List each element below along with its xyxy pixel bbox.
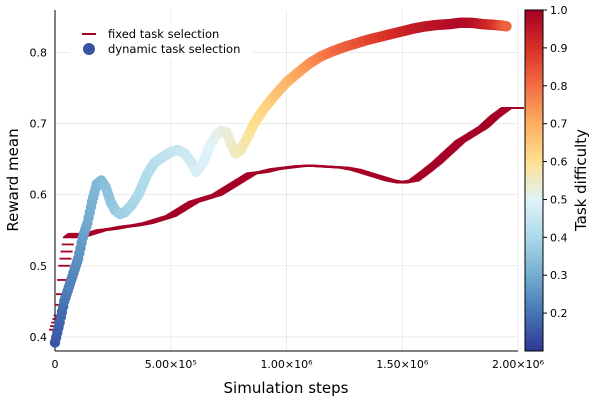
x-axis-title: Simulation steps xyxy=(224,379,349,397)
y-tick-label: 0.5 xyxy=(30,260,48,273)
y-tick-label: 0.6 xyxy=(30,189,48,202)
legend-label-dynamic: dynamic task selection xyxy=(108,42,240,56)
legend: fixed task selection dynamic task select… xyxy=(70,22,252,60)
x-tick-label: 0 xyxy=(52,358,59,371)
legend-label-fixed: fixed task selection xyxy=(108,27,219,41)
colorbar-tick-label: 0.8 xyxy=(550,80,568,93)
colorbar-gradient xyxy=(525,10,543,351)
y-axis-title: Reward mean xyxy=(4,128,22,231)
colorbar-title: Task difficulty xyxy=(572,129,590,232)
colorbar-frame xyxy=(524,9,544,352)
axes xyxy=(54,10,518,352)
y-tick-label: 0.8 xyxy=(30,47,48,60)
colorbar-tick-label: 1.0 xyxy=(550,4,568,17)
colorbar-tick-label: 0.7 xyxy=(550,118,568,131)
x-tick-label: 1.00×10⁶ xyxy=(260,358,313,371)
y-tick-labels: 0.4 0.5 0.6 0.7 0.8 xyxy=(30,47,48,344)
colorbar: 0.2 0.3 0.4 0.5 0.6 0.7 0.8 0.9 1.0 Task difficu… xyxy=(524,4,590,352)
x-tick-labels: 0 5.00×10⁵ 1.00×10⁶ 1.50×10⁶ 2.00×10⁶ xyxy=(52,358,545,371)
colorbar-tick-label: 0.2 xyxy=(550,307,568,320)
colorbar-tick-label: 0.4 xyxy=(550,231,568,244)
colorbar-tick-labels: 0.2 0.3 0.4 0.5 0.6 0.7 0.8 0.9 1.0 xyxy=(543,4,568,320)
colorbar-tick-label: 0.9 xyxy=(550,42,568,55)
legend-box xyxy=(70,22,252,60)
colorbar-tick-label: 0.6 xyxy=(550,156,568,169)
grid-lines xyxy=(54,10,519,351)
y-tick-label: 0.4 xyxy=(30,331,48,344)
colorbar-tick-label: 0.3 xyxy=(550,269,568,282)
legend-marker-dynamic xyxy=(83,43,95,55)
x-tick-label: 2.00×10⁶ xyxy=(492,358,545,371)
dynamic-point xyxy=(501,21,512,32)
x-tick-label: 5.00×10⁵ xyxy=(145,358,197,371)
x-tick-label: 1.50×10⁶ xyxy=(376,358,429,371)
series-dynamic-task-selection xyxy=(49,17,512,348)
y-tick-label: 0.7 xyxy=(30,118,48,131)
colorbar-tick-label: 0.5 xyxy=(550,193,568,206)
